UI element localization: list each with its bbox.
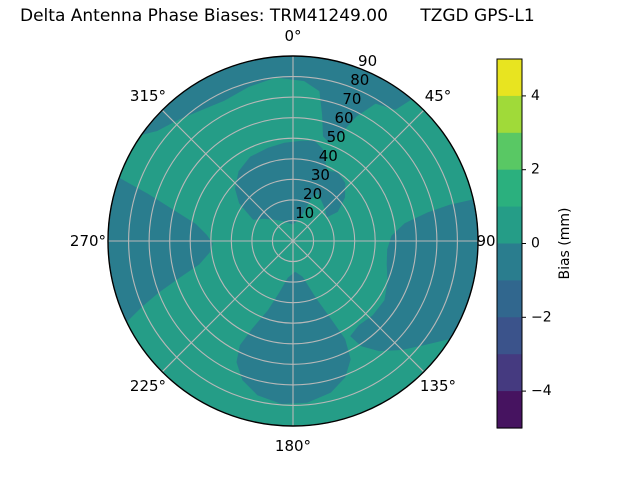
- contour-region-right-lower-right-blob: [350, 199, 479, 352]
- radial-tick-label-10: 10: [295, 204, 314, 222]
- angular-tick-label-0: 0°: [284, 27, 301, 45]
- colorbar-segment-1: [497, 95, 522, 134]
- radial-tick-label-40: 40: [319, 147, 338, 165]
- contour-region-center-blob: [235, 140, 346, 225]
- angular-tick-label-315: 315°: [130, 87, 166, 105]
- angular-tick-label-225: 225°: [130, 377, 166, 395]
- contour-region-left-band: [108, 177, 213, 323]
- polar-grid: [107, 55, 479, 427]
- radial-tick-label-50: 50: [327, 128, 346, 146]
- radial-tick-label-80: 80: [350, 71, 369, 89]
- colorbar-segment-6: [497, 280, 522, 318]
- angular-tick-label-45: 45°: [425, 87, 452, 105]
- colorbar-tick-label-2: 2: [531, 162, 540, 178]
- contour-region-bottom-lobe: [236, 271, 351, 404]
- radial-tick-label-20: 20: [303, 185, 322, 203]
- colorbar-tick-label--4: −4: [531, 383, 552, 399]
- colorbar-tick-label--2: −2: [531, 309, 552, 325]
- radial-tick-label-30: 30: [311, 166, 330, 184]
- colorbar-tick-label-4: 4: [531, 88, 540, 104]
- angular-tick-label-90: 90: [476, 232, 495, 250]
- colorbar-segment-0: [497, 59, 522, 97]
- grid-spoke-135: [292, 240, 425, 373]
- grid-spoke-45: [292, 109, 425, 242]
- angular-tick-label-270: 270°: [70, 232, 106, 250]
- colorbar-tick-label-0: 0: [531, 236, 540, 252]
- chart-title: Delta Antenna Phase Biases: TRM41249.00 …: [20, 6, 535, 26]
- colorbar-segment-8: [497, 354, 522, 392]
- colorbar-segment-4: [497, 206, 522, 245]
- radial-tick-label-70: 70: [342, 90, 361, 108]
- radial-tick-label-60: 60: [334, 109, 353, 127]
- colorbar-segment-5: [497, 243, 522, 281]
- colorbar-segment-3: [497, 169, 522, 208]
- grid-spoke-225: [161, 240, 294, 373]
- colorbar-title: Bias (mm): [557, 207, 573, 279]
- colorbar-segment-7: [497, 317, 522, 355]
- radial-tick-label-90: 90: [358, 52, 377, 70]
- colorbar-segment-9: [497, 391, 522, 429]
- colorbar-segment-2: [497, 132, 522, 171]
- contour-region-top-cap-with-tongue: [141, 56, 412, 143]
- polar-border: [107, 55, 479, 427]
- angular-tick-label-135: 135°: [420, 377, 456, 395]
- grid-spoke-315: [161, 109, 294, 242]
- angular-tick-label-180: 180°: [275, 437, 311, 455]
